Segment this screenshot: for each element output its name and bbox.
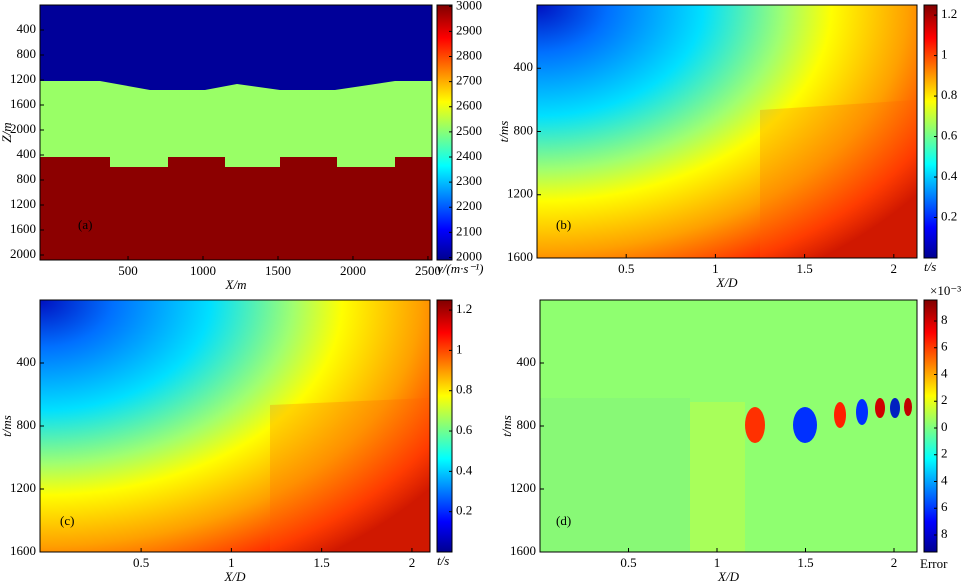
- colorbar-tick-label: 2000: [456, 248, 482, 263]
- colorbar-tick-label: 8: [941, 312, 948, 327]
- colorbar-tick-label: 4: [941, 472, 948, 487]
- colorbar: [923, 4, 938, 259]
- y-tick-label: 1200: [10, 71, 36, 86]
- colorbar-tick-label: 2700: [456, 73, 482, 88]
- colorbar-tick-label: 0.4: [456, 462, 473, 477]
- colorbar-label: Error: [920, 556, 948, 571]
- panel-d-field: [540, 300, 917, 552]
- x-tick-label: 1.5: [314, 555, 330, 570]
- x-tick-label: 2: [891, 555, 898, 570]
- x-tick-label: 2000: [340, 263, 366, 278]
- x-tick-label: 0.5: [618, 261, 634, 276]
- y-tick-label: 800: [17, 171, 37, 186]
- y-tick-label: 400: [17, 354, 37, 369]
- y-tick-label: 800: [17, 46, 37, 61]
- colorbar-tick-label: 2800: [456, 47, 482, 62]
- y-tick-label: 1600: [510, 543, 536, 558]
- colorbar-tick-label: 2: [941, 392, 948, 407]
- colorbar: [923, 299, 938, 553]
- colorbar-tick-label: 2100: [456, 223, 482, 238]
- colorbar-tick-label: 1.2: [456, 301, 472, 316]
- y-tick-label: 400: [17, 146, 37, 161]
- plot-frame: [39, 4, 433, 261]
- colorbar-tick-label: 2900: [456, 22, 482, 37]
- panel-label: (a): [78, 217, 92, 232]
- panel-label: (b): [556, 217, 571, 232]
- y-tick-label: 800: [514, 122, 534, 137]
- x-tick-label: 2: [409, 555, 416, 570]
- y-axis-label: t/ms: [496, 121, 511, 143]
- panel-label: (d): [556, 513, 571, 528]
- y-tick-label: 2000: [10, 121, 36, 136]
- colorbar-tick-label: 2400: [456, 148, 482, 163]
- y-tick-label: 1600: [10, 221, 36, 236]
- colorbar-label: t/s: [437, 553, 449, 568]
- colorbar-tick-label: 2600: [456, 98, 482, 113]
- colorbar-tick-label: 0.2: [456, 503, 472, 518]
- x-tick-label: 1: [714, 555, 721, 570]
- x-axis-label: X/D: [716, 275, 739, 290]
- x-tick-label: 1.5: [797, 555, 813, 570]
- x-tick-label: 2: [891, 261, 898, 276]
- y-tick-label: 400: [517, 354, 537, 369]
- colorbar-tick-label: 1: [941, 47, 948, 62]
- colorbar-tick-label: 1.2: [941, 6, 957, 21]
- y-tick-label: 1200: [507, 186, 533, 201]
- colorbar: [436, 4, 453, 261]
- x-tick-label: 1: [228, 555, 235, 570]
- colorbar-tick-label: 2300: [456, 173, 482, 188]
- colorbar-tick-label: 2200: [456, 198, 482, 213]
- colorbar-tick-label: 0.8: [941, 87, 957, 102]
- colorbar-tick-label: 0: [941, 419, 948, 434]
- colorbar: [436, 299, 453, 553]
- x-tick-label: 1500: [265, 263, 291, 278]
- colorbar-tick-label: 6: [941, 339, 948, 354]
- y-tick-label: 1600: [10, 543, 36, 558]
- colorbar-label: t/s: [924, 259, 936, 274]
- colorbar-tick-label: 0.2: [941, 209, 957, 224]
- x-axis-label: X/m: [225, 277, 247, 292]
- panel-b-field: [537, 5, 917, 258]
- x-axis-label: X/D: [224, 569, 247, 584]
- x-tick-label: 1000: [190, 263, 216, 278]
- colorbar-tick-label: 8: [941, 526, 948, 541]
- y-tick-label: 1200: [10, 196, 36, 211]
- y-tick-label: 1200: [510, 480, 536, 495]
- y-tick-label: 400: [17, 21, 37, 36]
- colorbar-tick-label: 0.8: [456, 382, 472, 397]
- x-axis-label: X/D: [717, 569, 740, 584]
- y-axis-label: t/ms: [499, 415, 514, 437]
- y-tick-label: 400: [514, 59, 534, 74]
- colorbar-tick-label: 6: [941, 499, 948, 514]
- x-tick-label: 500: [118, 263, 138, 278]
- colorbar-tick-label: 0.6: [456, 422, 473, 437]
- y-tick-label: 800: [517, 417, 537, 432]
- x-tick-label: 0.5: [133, 555, 149, 570]
- y-axis-label: t/ms: [0, 415, 14, 437]
- x-tick-label: 0.5: [620, 555, 636, 570]
- y-tick-label: 800: [17, 417, 37, 432]
- colorbar-tick-label: 3000: [456, 0, 482, 12]
- y-axis-label: Z/m: [0, 122, 14, 142]
- colorbar-scale: ×10⁻³: [930, 283, 961, 298]
- y-tick-label: 1600: [10, 96, 36, 111]
- colorbar-label: v/(m·s⁻¹): [437, 261, 484, 276]
- colorbar-tick-label: 1: [456, 341, 463, 356]
- panel-label: (c): [60, 513, 74, 528]
- panel-a-field: [40, 5, 432, 260]
- x-tick-label: 2500: [415, 263, 441, 278]
- x-tick-label: 1: [712, 261, 719, 276]
- x-tick-label: 1.5: [796, 261, 812, 276]
- colorbar-tick-label: 2500: [456, 123, 482, 138]
- y-tick-label: 1200: [10, 480, 36, 495]
- y-tick-label: 2000: [10, 246, 36, 261]
- colorbar-tick-label: 2: [941, 446, 948, 461]
- y-tick-label: 1600: [507, 249, 533, 264]
- colorbar-tick-label: 4: [941, 365, 948, 380]
- colorbar-tick-label: 0.6: [941, 128, 958, 143]
- colorbar-tick-label: 0.4: [941, 168, 958, 183]
- panel-c-field: [40, 300, 430, 552]
